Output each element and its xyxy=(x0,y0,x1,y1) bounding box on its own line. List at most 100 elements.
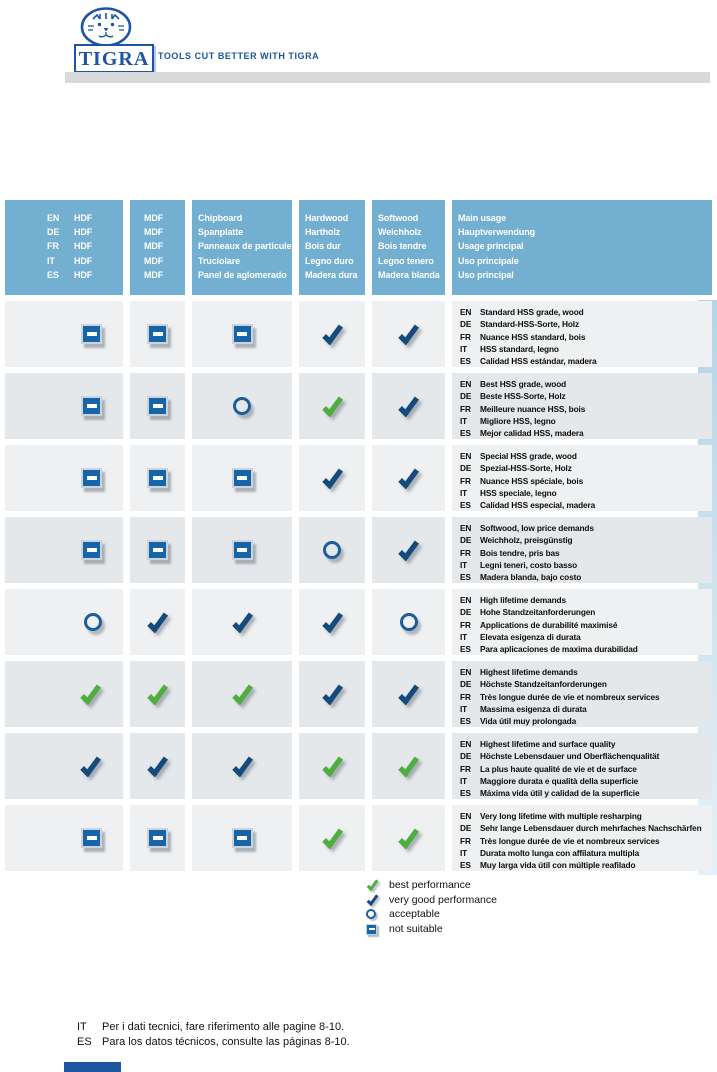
rating-cell xyxy=(372,301,445,367)
language-code: EN xyxy=(460,811,472,821)
language-code: ES xyxy=(460,644,471,655)
rating-cell xyxy=(192,445,292,511)
header-label: Chipboard xyxy=(198,213,243,223)
very-good-performance-check-icon xyxy=(397,684,420,705)
header-line: ES HDF xyxy=(5,268,123,282)
best-performance-check-icon xyxy=(366,879,379,892)
usage-text: Applications de durabilité maximisé xyxy=(480,619,618,630)
not-suitable-minus-icon xyxy=(147,468,168,488)
rating-cell xyxy=(372,445,445,511)
very-good-performance-check-icon xyxy=(397,396,420,417)
footer-text: Per i dati tecnici, fare riferimento all… xyxy=(102,1021,345,1033)
very-good-performance-check-icon xyxy=(321,324,344,345)
tiger-head-icon xyxy=(80,7,132,47)
usage-cell: EN Softwood, low price demands DE Weichholz… xyxy=(452,517,712,583)
usage-line: ES Vida útil muy prolongada xyxy=(460,715,710,727)
language-code: FR xyxy=(460,619,471,630)
header-label: Usage principal xyxy=(458,241,524,252)
language-code: DE xyxy=(460,463,472,474)
language-code: DE xyxy=(460,391,472,402)
legend-icon-slot xyxy=(366,894,389,906)
best-performance-check-icon xyxy=(397,828,420,849)
usage-line: IT Maggiore durata e qualità della superf… xyxy=(460,775,710,787)
best-performance-check-icon xyxy=(146,684,169,705)
header-line: Truciolare xyxy=(192,254,292,268)
header-label: Legno duro xyxy=(305,255,354,266)
language-code: IT xyxy=(460,703,468,714)
header-label: HDF xyxy=(74,269,93,280)
suitability-table: EN HDF DE HDF FR HDF IT HDF ES HDF MDF MDF MDF MDF MDF… xyxy=(5,200,712,871)
header-label: Weichholz xyxy=(378,227,422,238)
usage-text: Spezial-HSS-Sorte, Holz xyxy=(480,463,572,474)
header-line: Hardwood xyxy=(299,211,365,225)
usage-text: Massima esigenza di durata xyxy=(480,703,587,714)
not-suitable-minus-icon xyxy=(81,468,102,488)
usage-line: IT Massima esigenza di durata xyxy=(460,703,710,715)
language-code: EN xyxy=(460,739,472,749)
usage-cell: EN High lifetime demands DE Hohe Standzeita… xyxy=(452,589,712,655)
minus-glyph xyxy=(237,836,247,840)
not-suitable-minus-icon xyxy=(231,540,253,560)
not-suitable-minus-icon xyxy=(147,828,168,848)
best-performance-check-icon xyxy=(321,396,344,417)
usage-line: IT HSS speciale, legno xyxy=(460,487,710,499)
usage-text: Legni teneri, costo basso xyxy=(480,559,578,570)
header-line: DE HDF xyxy=(5,225,123,239)
header-label: Truciolare xyxy=(198,255,241,266)
header-col-hdf: EN HDF DE HDF FR HDF IT HDF ES HDF xyxy=(5,200,123,295)
not-suitable-minus-icon xyxy=(81,540,102,560)
minus-glyph xyxy=(86,404,97,408)
header-line: MDF xyxy=(130,211,185,225)
usage-line: EN Very long lifetime with multiple resha… xyxy=(460,810,710,822)
rating-cell xyxy=(299,445,365,511)
rating-cell xyxy=(5,733,123,799)
acceptable-circle-icon xyxy=(84,613,102,631)
language-code: ES xyxy=(460,428,471,439)
usage-text: Standard-HSS-Sorte, Holz xyxy=(480,319,579,330)
not-suitable-minus-icon xyxy=(147,324,168,344)
rating-cell xyxy=(372,517,445,583)
language-code: ES xyxy=(460,860,471,871)
header-line: Main usage xyxy=(452,211,712,225)
rating-cell xyxy=(5,805,123,871)
usage-text: Special HSS grade, wood xyxy=(480,451,577,461)
usage-text: Maggiore durata e qualità della superfic… xyxy=(480,775,639,786)
header-col-softwood: Softwood Weichholz Bois tendre Legno tenero… xyxy=(372,200,445,295)
usage-text: Very long lifetime with multiple resharp… xyxy=(480,811,642,821)
language-code: ES xyxy=(47,269,59,280)
usage-line: ES Muy larga vida útil con múltiple reafi… xyxy=(460,859,710,871)
language-code: FR xyxy=(460,547,471,558)
usage-text: Très longue durée de vie et nombreux ser… xyxy=(480,835,660,846)
brand-name: TIGRA xyxy=(78,47,150,70)
usage-text: Highest lifetime and surface quality xyxy=(480,739,616,749)
minus-glyph xyxy=(152,836,163,840)
minus-glyph xyxy=(86,332,97,336)
language-code: FR xyxy=(47,241,59,252)
not-suitable-minus-icon xyxy=(81,324,102,344)
rating-cell xyxy=(299,589,365,655)
usage-text: Bois tendre, pris bas xyxy=(480,547,560,558)
legend-label: very good performance xyxy=(389,893,497,906)
header-label: Spanplatte xyxy=(198,227,244,238)
header-label: Madera blanda xyxy=(378,269,440,280)
not-suitable-minus-icon xyxy=(147,396,168,416)
legend: best performance very good performance acc… xyxy=(366,878,497,936)
usage-line: IT Elevata esigenza di durata xyxy=(460,631,710,643)
header-line: Chipboard xyxy=(192,211,292,225)
header-line: Panneaux de particule xyxy=(192,239,292,253)
legend-item: not suitable xyxy=(366,922,497,937)
acceptable-circle-icon xyxy=(233,397,251,415)
rating-cell xyxy=(299,373,365,439)
language-code: IT xyxy=(460,559,468,570)
usage-text: Máxima vida útil y calidad de la superfi… xyxy=(480,788,640,799)
header-label: Bois tendre xyxy=(378,241,427,252)
usage-text: HSS standard, legno xyxy=(480,343,559,354)
footer-notes: IT Per i dati tecnici, fare riferimento a… xyxy=(77,1020,350,1049)
header-label: MDF xyxy=(144,255,164,266)
page-footer-accent xyxy=(64,1062,121,1072)
header-label: Softwood xyxy=(378,213,419,223)
very-good-performance-check-icon xyxy=(146,756,169,777)
rating-cell xyxy=(299,805,365,871)
rating-cell xyxy=(192,805,292,871)
header-line: Madera blanda xyxy=(372,268,445,282)
